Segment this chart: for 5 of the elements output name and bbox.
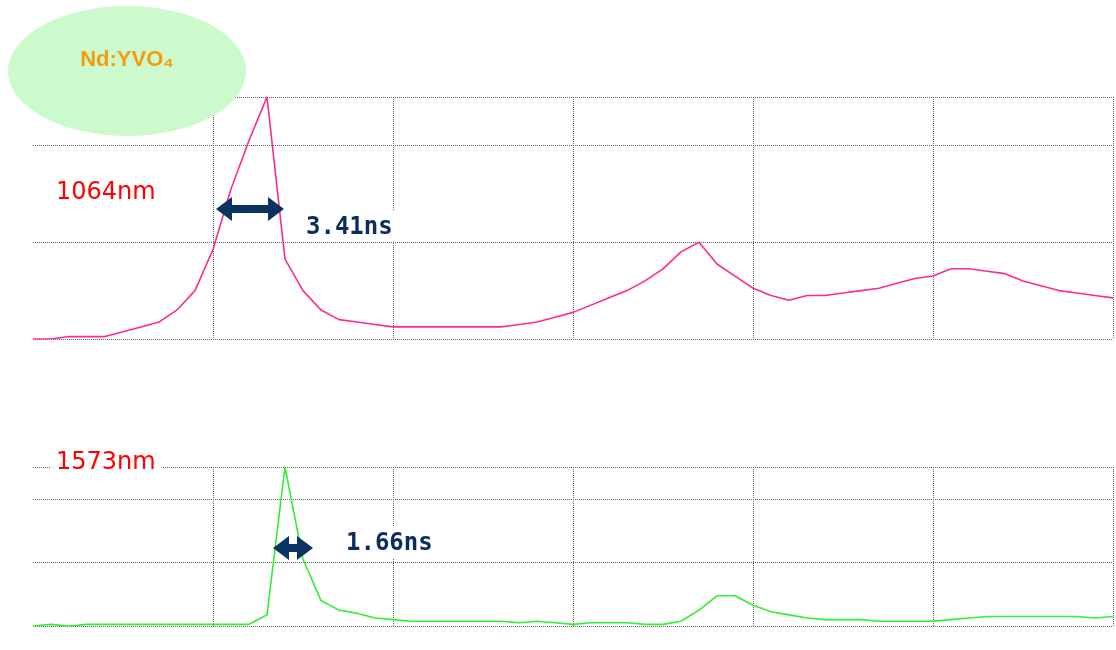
chart-title: Nd:YVO₄ <box>80 46 174 72</box>
annotation: 3.41ns <box>300 210 399 242</box>
annotation: 1573nm <box>50 445 162 477</box>
annotation: 1064nm <box>50 175 162 207</box>
annotation: 1.66ns <box>340 526 439 558</box>
